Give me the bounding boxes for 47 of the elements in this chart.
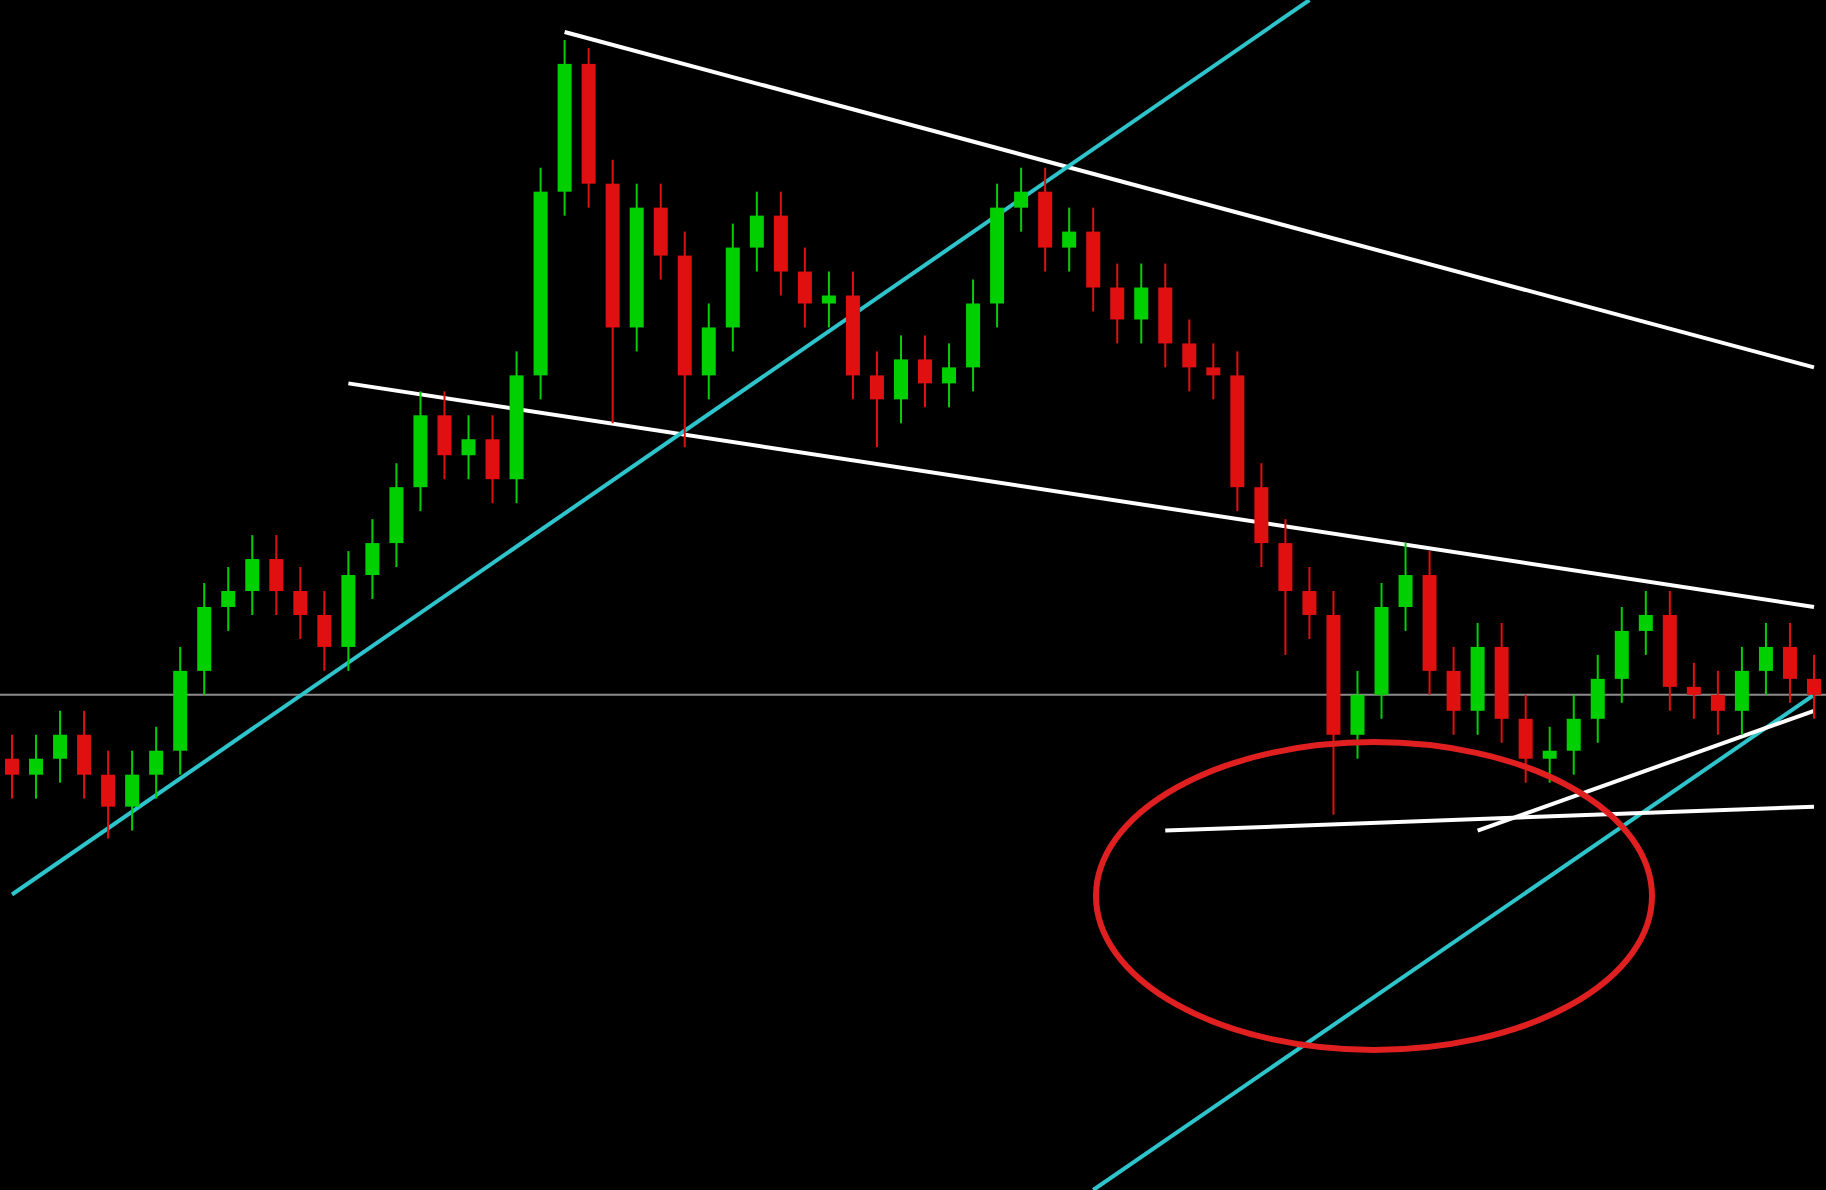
candlestick xyxy=(869,350,884,449)
candlestick xyxy=(1446,645,1461,736)
candlestick xyxy=(1014,166,1029,233)
candlestick xyxy=(1710,669,1725,736)
candlestick xyxy=(1134,262,1149,345)
candlestick xyxy=(1182,318,1197,393)
candlestick xyxy=(797,246,812,329)
candlestick xyxy=(1758,621,1773,696)
candlestick xyxy=(1518,693,1533,784)
candlestick xyxy=(293,566,308,640)
candlestick xyxy=(1614,605,1629,704)
candlestick xyxy=(149,725,164,800)
candlestick xyxy=(317,590,332,672)
candlestick xyxy=(1302,566,1317,640)
candlestick xyxy=(5,733,20,800)
candlestick xyxy=(101,749,116,840)
candlestick xyxy=(1638,590,1653,656)
candlestick xyxy=(653,182,668,281)
candlestick xyxy=(1590,653,1605,744)
candlestick xyxy=(221,566,236,632)
candlestick xyxy=(1398,542,1413,632)
candlestick xyxy=(1206,342,1221,401)
candlestick xyxy=(1686,661,1701,720)
candlestick xyxy=(918,334,933,409)
candlestick xyxy=(893,334,908,425)
candlestick xyxy=(269,534,284,616)
candlestick xyxy=(701,302,716,401)
candlestick xyxy=(29,733,44,800)
candlestick xyxy=(77,709,92,800)
candlestick xyxy=(1062,206,1077,273)
candlestick xyxy=(1806,653,1821,720)
candlestick xyxy=(1566,693,1581,776)
candlestick xyxy=(1782,621,1797,704)
candlestick xyxy=(1734,645,1749,736)
candlestick xyxy=(485,414,500,505)
candlestick xyxy=(1110,262,1125,345)
candlestick xyxy=(437,390,452,481)
candlestick xyxy=(1350,669,1365,760)
candlestick xyxy=(749,190,764,273)
candlestick xyxy=(53,709,68,784)
candlestick xyxy=(125,749,140,832)
candlestick xyxy=(245,534,260,616)
candlestick xyxy=(1278,518,1293,656)
candlestick xyxy=(365,518,380,600)
candlestick xyxy=(461,414,476,481)
candlestick xyxy=(942,342,957,409)
candlestick xyxy=(1542,725,1557,784)
